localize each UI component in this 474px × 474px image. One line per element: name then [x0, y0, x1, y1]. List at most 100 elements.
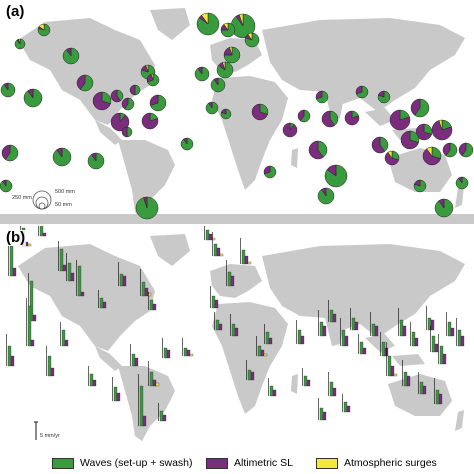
pie-marker	[149, 94, 167, 112]
bar-altimetric	[434, 343, 439, 353]
pie-slice-surges	[150, 73, 154, 81]
bar-altimetric	[142, 415, 147, 427]
pie-slice-altimetric	[65, 47, 72, 57]
bar-altimetric	[230, 275, 235, 287]
pie-slice-waves	[180, 137, 194, 151]
bar-waves	[241, 249, 246, 265]
bar-surges	[147, 292, 152, 297]
bar-waves	[341, 329, 346, 347]
bar-altimetric	[244, 255, 249, 265]
pie-marker	[0, 82, 16, 98]
bar-marker	[398, 308, 407, 337]
pie-marker	[413, 179, 427, 193]
pie-marker	[263, 165, 277, 179]
pie-slice-waves	[126, 126, 133, 138]
pie-marker	[92, 91, 112, 111]
bar-marker	[26, 298, 35, 347]
pie-marker	[146, 73, 160, 87]
pie-slice-altimetric	[27, 88, 34, 99]
bar-altimetric	[344, 335, 349, 347]
pie-slice-waves	[461, 142, 474, 158]
bar-marker	[138, 374, 147, 427]
pie-marker	[434, 198, 454, 218]
pie-slice-waves	[379, 136, 389, 152]
scale-label-medium: 250 mm	[12, 195, 32, 201]
pie-slice-altimetric	[431, 120, 453, 141]
pie-marker	[1, 144, 19, 162]
pie-marker	[371, 136, 389, 154]
pie-marker	[321, 110, 339, 128]
bar-marker	[60, 322, 69, 347]
bar-marker	[140, 269, 152, 297]
bar-waves	[303, 375, 308, 387]
bar-marker	[438, 334, 447, 365]
pie-marker	[344, 110, 360, 126]
bar-waves	[351, 317, 356, 331]
bar-waves	[257, 345, 262, 357]
bar-waves	[119, 273, 124, 287]
legend-item-altimetric: Altimetric SL	[206, 454, 293, 472]
bar-marker	[264, 324, 273, 345]
pie-slice-altimetric	[56, 147, 63, 158]
bar-waves	[215, 319, 220, 331]
pie-slice-altimetric	[263, 165, 271, 175]
pie-slice-waves	[0, 179, 13, 193]
bar-marker	[230, 314, 239, 337]
bar-map-canvas: 5 mm/yr	[0, 217, 474, 446]
legend-label-altimetric: Altimetric SL	[234, 457, 293, 469]
panel-label-b: (b)	[5, 229, 27, 246]
bar-waves	[99, 297, 104, 309]
bar-marker	[112, 377, 121, 402]
bar-altimetric	[92, 379, 97, 387]
pie-slice-waves	[220, 108, 232, 120]
bar-altimetric	[268, 337, 273, 345]
bar-altimetric	[12, 267, 17, 277]
pie-slice-altimetric	[110, 89, 121, 103]
pie-marker	[282, 122, 298, 138]
pie-marker	[377, 90, 391, 104]
legend: Waves (set-up + swash) Altimetric SL Atm…	[0, 454, 474, 472]
scale-label-large: 500 mm	[55, 189, 75, 195]
pie-markers	[0, 12, 474, 220]
pie-marker	[297, 109, 311, 123]
bar-altimetric	[322, 411, 327, 421]
bar-altimetric	[390, 365, 395, 377]
pie-slice-altimetric	[413, 179, 421, 187]
pie-marker	[23, 88, 43, 108]
pie-marker	[216, 61, 234, 79]
bar-markers	[6, 217, 465, 427]
bar-marker	[46, 346, 55, 377]
bar-marker	[426, 306, 435, 331]
pie-marker	[315, 90, 329, 104]
pie-marker	[87, 152, 105, 170]
pie-slice-waves	[134, 84, 141, 96]
bar-surges	[211, 237, 216, 241]
bar-marker	[358, 334, 367, 355]
pie-marker	[210, 77, 226, 93]
bar-waves	[27, 305, 32, 347]
pie-marker	[458, 142, 474, 158]
pie-slice-altimetric	[110, 112, 130, 132]
pie-slice-altimetric	[208, 101, 213, 109]
pie-slice-surges	[229, 46, 233, 56]
legend-label-surges: Atmospheric surges	[344, 457, 437, 469]
pie-slice-altimetric	[76, 74, 86, 90]
pie-marker	[415, 123, 433, 141]
bar-altimetric	[162, 414, 167, 422]
bar-waves	[457, 329, 462, 347]
bar-waves	[227, 271, 232, 287]
bar-waves	[419, 381, 424, 395]
bar-altimetric	[332, 313, 337, 323]
pie-slice-altimetric	[143, 196, 148, 209]
bar-altimetric	[332, 387, 337, 397]
pie-marker	[180, 137, 194, 151]
bar-marker	[328, 372, 337, 397]
pie-marker	[455, 176, 469, 190]
bar-marker	[456, 318, 465, 347]
bar-marker	[340, 318, 349, 347]
bar-waves	[139, 385, 144, 427]
pie-marker	[141, 112, 159, 130]
bar-waves	[359, 341, 364, 355]
bar-altimetric	[42, 232, 47, 237]
legend-item-surges: Atmospheric surges	[316, 454, 437, 472]
